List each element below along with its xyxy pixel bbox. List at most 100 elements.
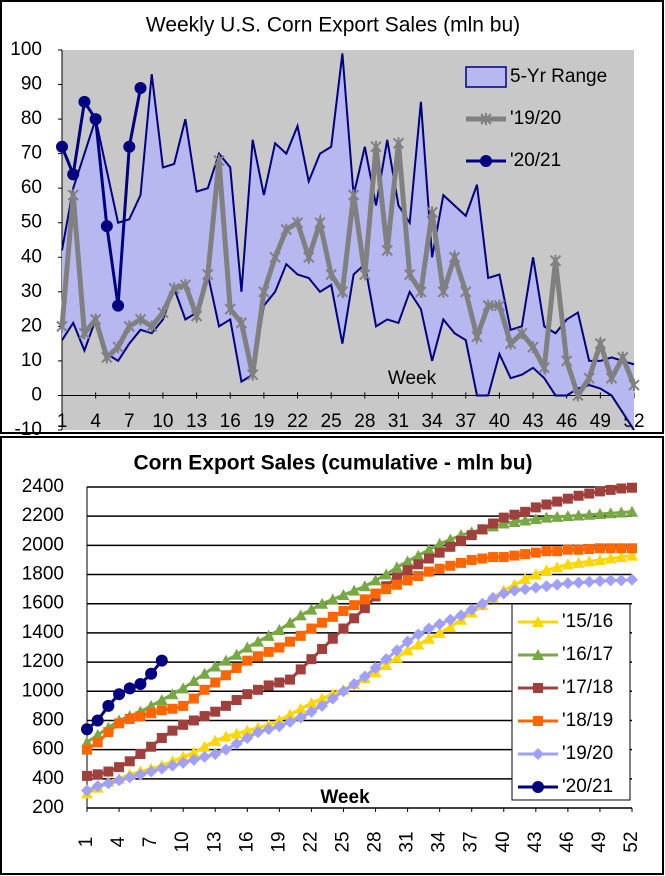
point (584, 488, 595, 499)
point (251, 726, 264, 739)
point (327, 633, 338, 644)
point (415, 285, 427, 298)
y-tick-label: 60 (21, 177, 42, 198)
point (482, 299, 494, 312)
point (359, 268, 371, 281)
point (89, 113, 102, 126)
point (594, 337, 607, 350)
point (391, 579, 402, 590)
point (263, 646, 274, 657)
point (551, 510, 564, 522)
point (529, 513, 542, 525)
point (444, 613, 457, 626)
point (303, 251, 315, 264)
point (187, 753, 200, 766)
legend-label: '15/16 (562, 611, 613, 632)
point (156, 705, 167, 716)
x-tick-label: 7 (124, 411, 135, 432)
point (626, 573, 638, 586)
point (445, 541, 456, 552)
point (178, 719, 189, 730)
point (347, 189, 360, 202)
point (390, 644, 403, 657)
point (210, 677, 221, 688)
point (294, 711, 307, 724)
point (390, 561, 403, 573)
series-line (86, 546, 632, 751)
point (146, 320, 158, 333)
point (403, 268, 416, 281)
y-tick-label: 1600 (22, 593, 64, 614)
point (198, 740, 211, 752)
point (100, 220, 113, 233)
point (349, 613, 360, 624)
point (103, 766, 114, 777)
legend-swatch (465, 66, 507, 88)
point (81, 723, 93, 736)
point (552, 496, 563, 507)
point (123, 140, 136, 153)
point (91, 780, 104, 793)
point (316, 699, 329, 712)
point (538, 361, 550, 374)
point (82, 744, 92, 755)
legend-label: '19/20 (562, 743, 613, 764)
legend-label: '16/17 (562, 644, 613, 665)
x-tick-label: 25 (321, 411, 342, 432)
point (572, 389, 584, 402)
point (337, 685, 350, 698)
x-tick-label: 22 (300, 831, 321, 852)
point (508, 516, 521, 528)
x-tick-label: 16 (220, 411, 241, 432)
y-tick-label: 400 (32, 768, 64, 789)
y-tick-label: 70 (21, 143, 42, 164)
point (285, 636, 296, 647)
point (412, 549, 425, 561)
point (493, 299, 506, 312)
y-tick-label: 2400 (22, 476, 64, 497)
point (593, 507, 606, 519)
y-tick-label: 50 (21, 212, 42, 233)
series-line (86, 486, 633, 778)
point (155, 762, 168, 775)
point (593, 575, 606, 588)
point (348, 677, 361, 690)
series-line (60, 87, 142, 306)
legend-label: '20/21 (562, 776, 613, 797)
point (306, 623, 317, 634)
point (628, 379, 640, 392)
point (317, 617, 328, 628)
point (626, 549, 638, 561)
point (145, 765, 158, 778)
point (258, 285, 270, 298)
point (305, 696, 318, 708)
point (187, 675, 200, 687)
point (487, 591, 500, 604)
point (145, 667, 158, 680)
point (617, 351, 629, 364)
point (135, 711, 146, 722)
y-tick-label: 30 (21, 281, 42, 302)
point (179, 278, 192, 291)
point (326, 692, 339, 705)
point (488, 518, 499, 529)
point (209, 748, 222, 761)
point (114, 762, 125, 773)
y-tick-label: 1200 (22, 651, 64, 672)
point (519, 583, 532, 596)
point (252, 651, 263, 662)
point (460, 285, 472, 298)
point (167, 703, 178, 714)
point (604, 574, 617, 587)
y-tick-label: 40 (21, 246, 42, 267)
point (583, 575, 596, 588)
point (326, 593, 339, 605)
point (92, 737, 103, 748)
point (198, 750, 211, 763)
x-tick-label: 40 (493, 831, 514, 852)
point (295, 664, 306, 675)
point (230, 648, 243, 660)
point (532, 649, 544, 660)
y-tick-label: 800 (32, 709, 64, 730)
x-tick-label: 22 (287, 411, 308, 432)
